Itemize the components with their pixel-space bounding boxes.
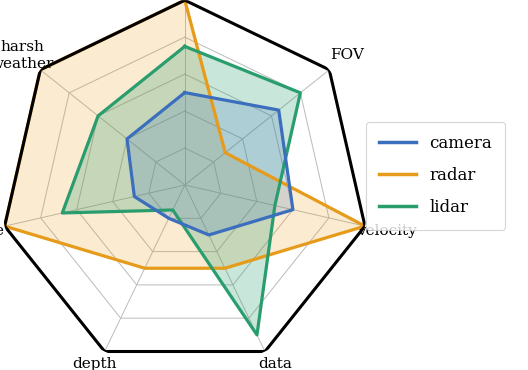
Polygon shape [62,46,300,335]
Polygon shape [5,0,365,268]
Polygon shape [127,92,293,235]
Legend: camera, radar, lidar: camera, radar, lidar [366,122,505,229]
